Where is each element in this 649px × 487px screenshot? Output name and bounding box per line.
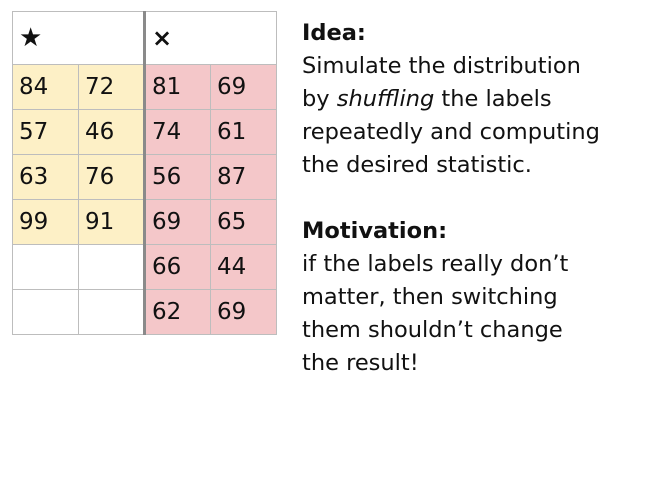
star-group-header: ★ <box>12 11 145 65</box>
label-shuffle-table: ★ × 84 72 81 69 57 46 74 61 63 76 56 87 … <box>12 11 277 335</box>
empty-cell <box>78 244 145 290</box>
table-row: 57 46 74 61 <box>12 109 277 155</box>
star-cell: 99 <box>12 199 79 245</box>
empty-cell <box>78 289 145 335</box>
table-header-row: ★ × <box>12 11 277 65</box>
idea-line: by shuffling the labels <box>302 83 642 116</box>
cross-cell: 87 <box>210 154 277 200</box>
motivation-heading: Motivation: <box>302 218 448 244</box>
star-cell: 91 <box>78 199 145 245</box>
empty-cell <box>12 244 79 290</box>
motivation-line: them shouldn’t change <box>302 317 563 343</box>
cross-cell: 81 <box>143 64 211 110</box>
motivation-line: matter, then switching <box>302 284 558 310</box>
star-cell: 72 <box>78 64 145 110</box>
motivation-line: the result! <box>302 350 419 376</box>
idea-line: Simulate the distribution <box>302 53 581 79</box>
star-cell: 76 <box>78 154 145 200</box>
cross-cell: 69 <box>143 199 211 245</box>
idea-heading: Idea: <box>302 20 366 46</box>
table-row: 63 76 56 87 <box>12 154 277 200</box>
cross-group-header: × <box>143 11 277 65</box>
star-cell: 84 <box>12 64 79 110</box>
table-row: 84 72 81 69 <box>12 64 277 110</box>
idea-line-end: the labels <box>434 86 552 112</box>
star-cell: 63 <box>12 154 79 200</box>
spacer <box>302 182 642 215</box>
cross-cell: 61 <box>210 109 277 155</box>
star-cell: 57 <box>12 109 79 155</box>
cross-cell: 69 <box>210 289 277 335</box>
idea-line-start: by <box>302 86 337 112</box>
cross-cell: 62 <box>143 289 211 335</box>
table-row: 99 91 69 65 <box>12 199 277 245</box>
explanation-text: Idea: Simulate the distribution by shuff… <box>302 17 642 380</box>
cross-cell: 74 <box>143 109 211 155</box>
star-cell: 46 <box>78 109 145 155</box>
idea-emphasis: shuffling <box>336 86 435 112</box>
idea-line: the desired statistic. <box>302 152 532 178</box>
motivation-line: if the labels really don’t <box>302 251 569 277</box>
idea-line: repeatedly and computing <box>302 119 600 145</box>
cross-icon: × <box>152 24 173 52</box>
cross-cell: 56 <box>143 154 211 200</box>
cross-cell: 66 <box>143 244 211 290</box>
table-row: 66 44 <box>12 244 277 290</box>
cross-cell: 44 <box>210 244 277 290</box>
star-icon: ★ <box>19 23 43 53</box>
table-row: 62 69 <box>12 289 277 335</box>
cross-cell: 65 <box>210 199 277 245</box>
empty-cell <box>12 289 79 335</box>
cross-cell: 69 <box>210 64 277 110</box>
